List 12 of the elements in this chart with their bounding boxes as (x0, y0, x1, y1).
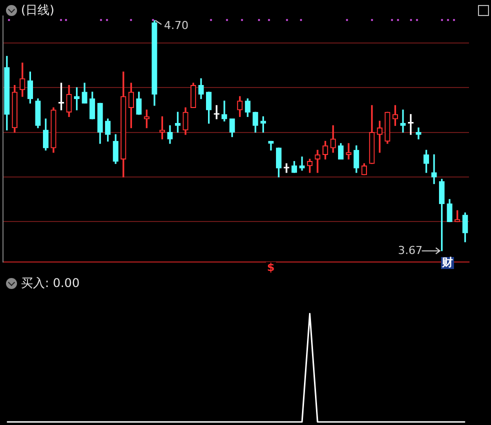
annotation: 4.70 (163, 19, 190, 32)
annotation: 财 (441, 256, 454, 269)
candlestick (400, 110, 406, 133)
candlestick (284, 163, 290, 173)
candlestick (314, 150, 320, 173)
candlestick (416, 127, 422, 140)
chart-title: (日线) (21, 2, 54, 19)
annotation: $ (266, 261, 276, 274)
candlestick (431, 154, 437, 184)
candlestick (299, 156, 305, 171)
chart-title: 买入: 0.00 (21, 275, 80, 292)
annotation: 3.67 (397, 244, 424, 257)
